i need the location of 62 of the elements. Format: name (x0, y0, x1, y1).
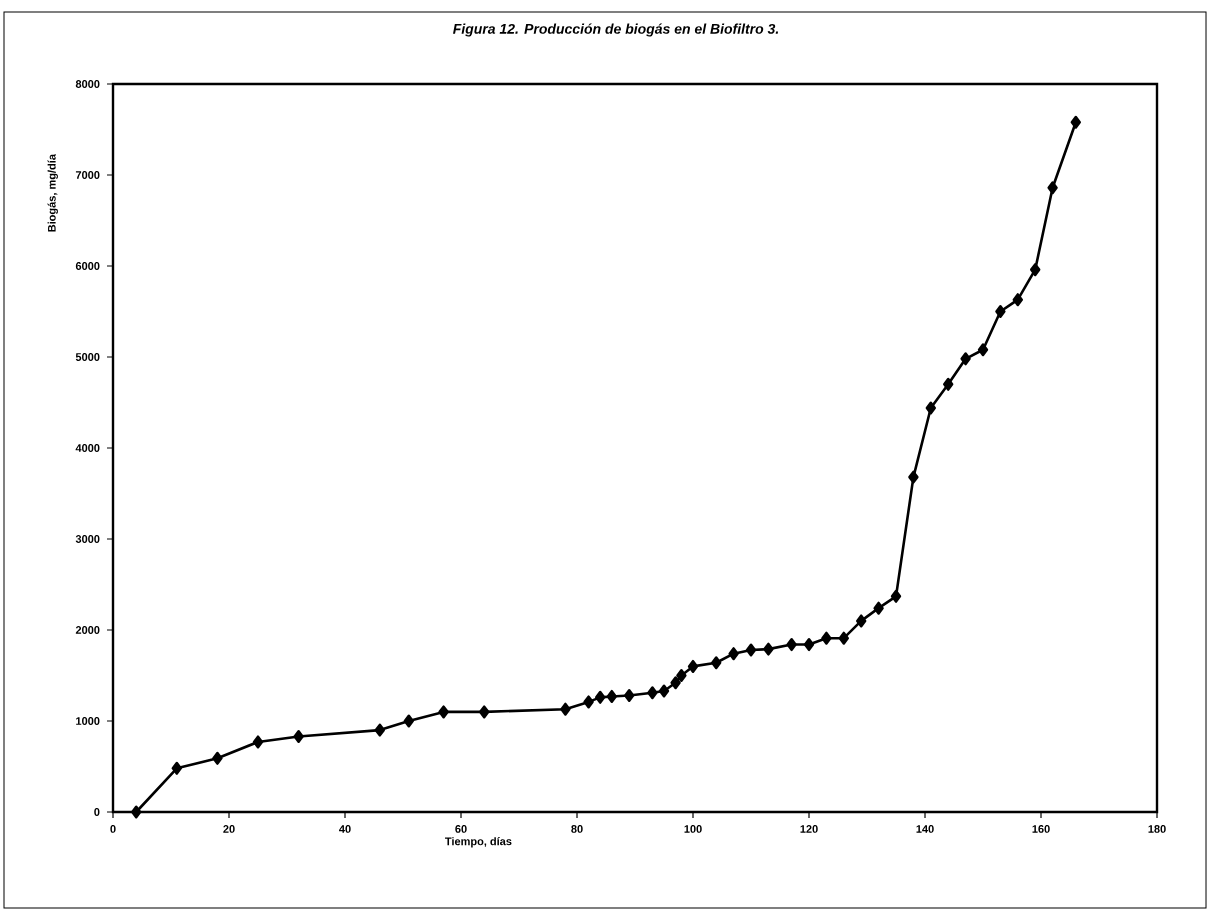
x-tick-label: 100 (684, 825, 702, 833)
x-tick-label: 0 (110, 825, 116, 833)
x-axis-title: Tiempo, días (445, 837, 512, 848)
point (438, 705, 449, 719)
point (711, 656, 722, 670)
point (252, 735, 264, 749)
x-tick-label: 40 (339, 825, 351, 833)
y-tick-label: 8000 (75, 80, 100, 88)
point (1047, 181, 1058, 195)
point (624, 689, 635, 703)
point (676, 669, 687, 682)
x-tick-label: 140 (916, 825, 934, 833)
point (908, 470, 919, 484)
y-tick-label: 5000 (75, 353, 100, 361)
point (890, 589, 902, 603)
point (606, 689, 618, 703)
point (995, 305, 1006, 319)
point (1030, 263, 1041, 277)
point (803, 638, 815, 652)
point (728, 647, 739, 661)
point (670, 676, 681, 690)
point (1012, 293, 1023, 307)
point (687, 659, 699, 673)
y-tick-label: 1000 (76, 717, 100, 725)
y-tick-label: 3000 (75, 535, 100, 543)
y-tick-label: 7000 (75, 171, 100, 179)
x-tick-label: 160 (1032, 825, 1050, 833)
y-tick-label: 6000 (75, 262, 100, 270)
point (595, 690, 606, 704)
point (374, 723, 386, 737)
y-axis-title: Biogás, mg/día (47, 154, 58, 232)
chart-title: Figura 12. Producción de biogás en el Biofiltro 3. (453, 23, 779, 37)
y-tick-label: 0 (94, 808, 100, 816)
point (583, 695, 594, 709)
x-tick-label: 60 (455, 825, 467, 833)
y-tick-label: 4000 (75, 444, 100, 452)
point (838, 631, 849, 645)
x-tick-label: 120 (800, 825, 818, 833)
point (821, 631, 832, 645)
point (1070, 115, 1082, 129)
point (658, 684, 670, 698)
point (479, 705, 490, 719)
point (131, 805, 142, 819)
point (403, 714, 415, 728)
point (873, 601, 884, 615)
point (212, 751, 223, 765)
point (786, 638, 797, 652)
point (960, 352, 971, 366)
point (560, 702, 571, 716)
x-tick-label: 20 (223, 825, 235, 833)
point (925, 401, 937, 415)
point (745, 643, 757, 657)
point (647, 686, 658, 700)
point (171, 761, 182, 775)
point (293, 729, 304, 743)
x-tick-label: 180 (1148, 825, 1166, 833)
x-tick-label: 80 (571, 825, 583, 833)
point (977, 343, 989, 357)
point (763, 642, 774, 656)
y-tick-label: 2000 (75, 626, 100, 634)
point (856, 614, 867, 628)
point (943, 377, 954, 391)
